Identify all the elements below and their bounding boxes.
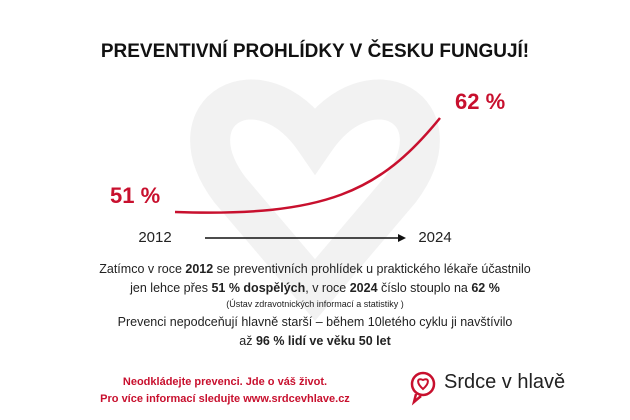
highlight: 2012 bbox=[185, 262, 214, 276]
chart-title: PREVENTIVNÍ PROHLÍDKY V ČESKU FUNGUJÍ! bbox=[101, 40, 529, 62]
highlight: 96 % lidí ve věku 50 let bbox=[255, 334, 391, 348]
text-line: až 96 % lidí ve věku 50 let bbox=[0, 334, 630, 348]
highlight: 51 % dospělých bbox=[211, 281, 306, 295]
text: jen lehce přes bbox=[130, 281, 212, 295]
value-label: 51 % bbox=[110, 183, 160, 208]
text: až bbox=[239, 334, 256, 348]
text-line: (Ústav zdravotnických informací a statis… bbox=[0, 299, 630, 309]
text: Zatímco v roce bbox=[99, 262, 186, 276]
text: (Ústav zdravotnických informací a statis… bbox=[226, 299, 404, 309]
logo-text: Srdce v hlavě bbox=[444, 371, 566, 393]
text: se preventivních prohlídek u praktického… bbox=[213, 262, 531, 276]
text: , v roce bbox=[305, 281, 350, 295]
highlight: 62 % bbox=[471, 281, 500, 295]
watermark bbox=[190, 79, 440, 321]
x-tick-label: 2024 bbox=[418, 229, 451, 246]
highlight: 2024 bbox=[349, 281, 378, 295]
x-tick-label: 2012 bbox=[138, 229, 171, 246]
text-line: jen lehce přes 51 % dospělých, v roce 20… bbox=[0, 281, 630, 295]
text-line: Zatímco v roce 2012 se preventivních pro… bbox=[0, 262, 630, 276]
footer-line: Neodkládejte prevenci. Jde o váš život. bbox=[122, 376, 328, 388]
line bbox=[174, 117, 441, 214]
text: Prevenci nepodceňují hlavně starší – běh… bbox=[117, 315, 513, 329]
arrow-head bbox=[398, 234, 406, 242]
footer-line: Pro více informací sledujte www.srdcevhl… bbox=[100, 393, 350, 405]
text-line: Prevenci nepodceňují hlavně starší – běh… bbox=[0, 315, 630, 329]
value-label: 62 % bbox=[455, 89, 505, 114]
text: číslo stouplo na bbox=[377, 281, 472, 295]
